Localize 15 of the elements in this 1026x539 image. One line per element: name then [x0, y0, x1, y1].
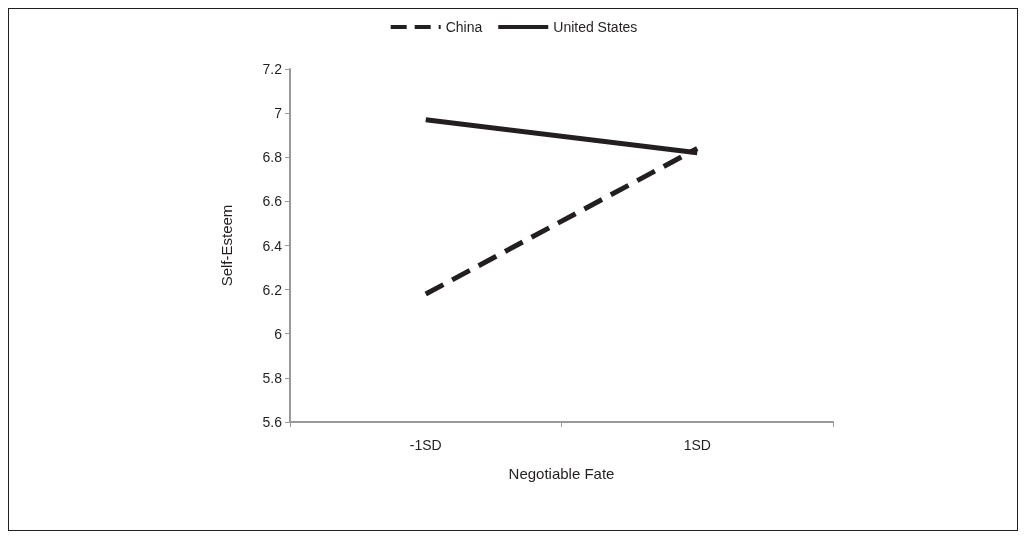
y-tick-label: 6.2: [262, 281, 283, 298]
x-axis-title: Negotiable Fate: [508, 465, 615, 482]
y-tick-label: 6.6: [262, 193, 283, 210]
y-tick-label: 6: [274, 325, 283, 342]
y-tick-label: 6.8: [262, 149, 283, 166]
y-tick-label: 6.4: [262, 237, 283, 254]
x-tick-label: -1SD: [409, 437, 442, 453]
y-tick-label: 5.8: [262, 369, 283, 386]
x-tick-label: 1SD: [683, 437, 711, 453]
legend-label: United States: [553, 19, 638, 35]
y-tick-label: 7: [274, 105, 283, 122]
y-tick-label: 7.2: [262, 61, 283, 77]
legend-label: China: [445, 19, 483, 35]
y-tick-label: 5.6: [262, 414, 283, 430]
y-axis-title: Self-Esteem: [218, 204, 235, 287]
